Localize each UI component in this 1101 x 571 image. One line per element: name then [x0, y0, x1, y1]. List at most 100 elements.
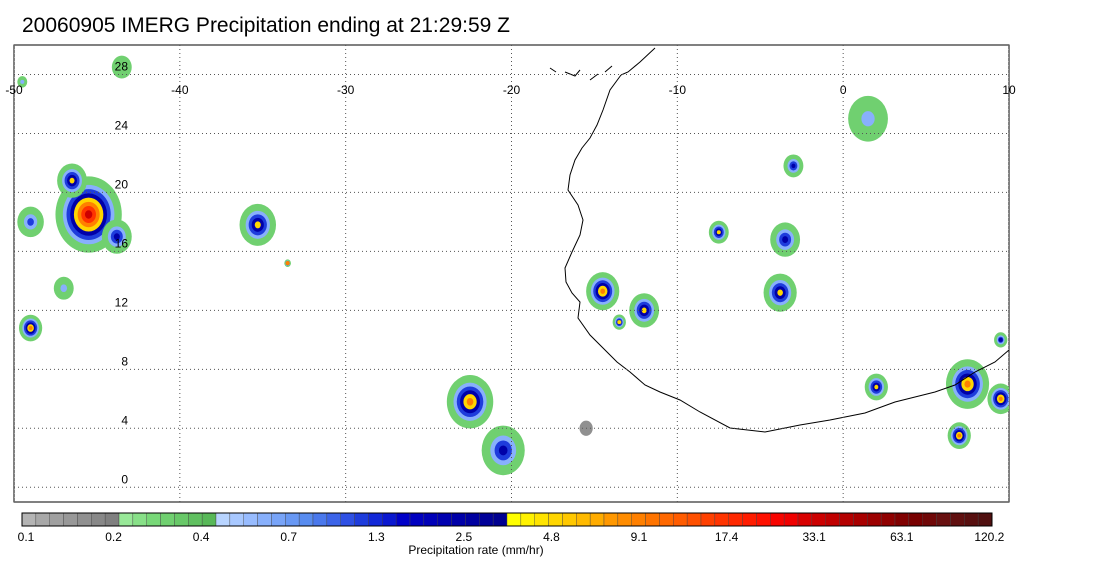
- colorbar-tick-label: 0.2: [105, 530, 122, 544]
- colorbar-swatch: [520, 512, 535, 527]
- colorbar-swatch: [783, 512, 799, 527]
- colorbar-tick-label: 0.7: [280, 530, 297, 544]
- longitude-tick-label: 10: [1002, 83, 1016, 97]
- colorbar-tick-label: 4.8: [543, 530, 560, 544]
- precip-contour: [84, 210, 93, 219]
- latitude-tick-label: 8: [121, 354, 128, 368]
- precip-contour: [641, 307, 647, 314]
- colorbar-swatch: [409, 512, 425, 527]
- longitude-tick-label: 0: [840, 83, 847, 97]
- colorbar-swatch: [534, 512, 549, 527]
- colorbar-swatch: [659, 512, 674, 527]
- storm-cell-mali-central: [770, 222, 801, 257]
- colorbar-tick-label: 2.5: [456, 530, 473, 544]
- storm-cell-guinea-small: [612, 314, 626, 330]
- colorbar-tick-label: 63.1: [890, 530, 914, 544]
- colorbar-label: Precipitation rate (mm/hr): [408, 543, 543, 557]
- storm-cell-central-small: [284, 259, 291, 267]
- colorbar-swatch: [936, 512, 951, 527]
- colorbar-swatch: [603, 512, 619, 527]
- colorbar-swatch: [742, 512, 757, 527]
- colorbar-swatch: [770, 512, 785, 527]
- colorbar-swatch: [867, 512, 882, 527]
- longitude-tick-label: -40: [171, 83, 189, 97]
- colorbar-swatch: [423, 512, 438, 527]
- colorbar-tick-label: 120.2: [974, 530, 1004, 544]
- longitude-tick-label: -30: [337, 83, 355, 97]
- colorbar-swatch: [839, 512, 854, 527]
- precip-contour: [498, 445, 508, 456]
- colorbar-swatch: [354, 512, 369, 527]
- colorbar-tick-label: 0.1: [18, 530, 35, 544]
- colorbar-swatch: [645, 512, 660, 527]
- storm-cell-mali-west: [708, 220, 729, 244]
- morocco-coastline: [620, 47, 656, 76]
- storm-cell-gabon: [994, 332, 1008, 348]
- colorbar-tick-label: 33.1: [802, 530, 826, 544]
- colorbar-swatch: [811, 512, 826, 527]
- colorbar-tick-label: 9.1: [631, 530, 648, 544]
- colorbar-swatch: [188, 512, 203, 527]
- storm-cell-west-edge-12n: [18, 314, 43, 342]
- storm-cell-burkina: [763, 273, 797, 312]
- colorbar-swatch: [91, 512, 106, 527]
- colorbar-swatch: [548, 512, 563, 527]
- colorbar-swatch: [229, 512, 244, 527]
- storm-cell-sahel-small: [783, 154, 804, 178]
- precip-contour: [285, 261, 290, 266]
- colorbar-tick-label: 1.3: [368, 530, 385, 544]
- storm-cell-gambia: [629, 293, 660, 328]
- colorbar-swatch: [880, 512, 896, 527]
- storm-cell-central-atlantic: [239, 203, 277, 246]
- colorbar-swatch: [465, 512, 480, 527]
- colorbar-swatch: [797, 512, 813, 527]
- north-coast-fragments: [549, 65, 613, 81]
- colorbar-swatch: [201, 512, 217, 527]
- storm-cell-cameroon: [987, 383, 1009, 415]
- precip-contour: [617, 320, 622, 325]
- longitude-tick-label: -20: [503, 83, 521, 97]
- colorbar: 0.1 0.2 0.4 0.7 1.3 2.5 4.8 9.1 17.4 33.1 63.1 120.…: [18, 512, 1005, 544]
- storm-cell-nigeria-east: [945, 359, 990, 409]
- colorbar-frame: [21, 512, 993, 527]
- longitude-tick-label: -10: [669, 83, 687, 97]
- precip-contour: [116, 61, 127, 73]
- colorbar-swatch: [576, 512, 591, 527]
- colorbar-swatch: [617, 512, 632, 527]
- colorbar-swatch: [63, 512, 78, 527]
- storm-cell-north-west-atlantic: [111, 55, 132, 79]
- storm-cell-gulf-of-guinea: [947, 422, 971, 450]
- colorbar-swatch: [922, 512, 937, 527]
- colorbar-swatch: [174, 512, 189, 527]
- colorbar-swatch: [977, 512, 993, 527]
- colorbar-swatch: [49, 512, 64, 527]
- storm-cell-west-atlantic-tail: [101, 219, 132, 254]
- latitude-tick-label: 28: [115, 59, 129, 73]
- colorbar-swatch: [118, 512, 134, 527]
- colorbar-swatch: [285, 512, 300, 527]
- precip-contour: [113, 233, 120, 241]
- coastline-layer: [549, 47, 1009, 433]
- precip-contour: [874, 384, 879, 390]
- colorbar-swatch: [382, 512, 397, 527]
- storm-cell-west-small-south: [53, 276, 74, 300]
- colorbar-swatch: [756, 512, 771, 527]
- colorbar-swatch: [562, 512, 577, 527]
- colorbar-swatch: [700, 512, 716, 527]
- precip-contour: [964, 380, 971, 388]
- storm-cell-ghana-coast: [864, 373, 888, 401]
- precip-contour: [60, 284, 68, 293]
- precip-contour: [791, 163, 796, 169]
- colorbar-swatch: [894, 512, 910, 527]
- storm-cell-west-atlantic-north: [57, 163, 87, 198]
- colorbar-swatch: [146, 512, 161, 527]
- precip-contour: [998, 337, 1003, 342]
- precip-contour: [861, 111, 875, 127]
- axis-tick-labels: -50 -40 -30 -20 -10 0 10 0 4 8 12 16 20 24 28: [5, 59, 1016, 486]
- colorbar-swatch: [631, 512, 646, 527]
- precip-contour: [20, 79, 25, 84]
- precip-contour: [716, 230, 721, 235]
- storm-cell-senegal-coast: [586, 272, 620, 311]
- precip-contour: [254, 221, 261, 229]
